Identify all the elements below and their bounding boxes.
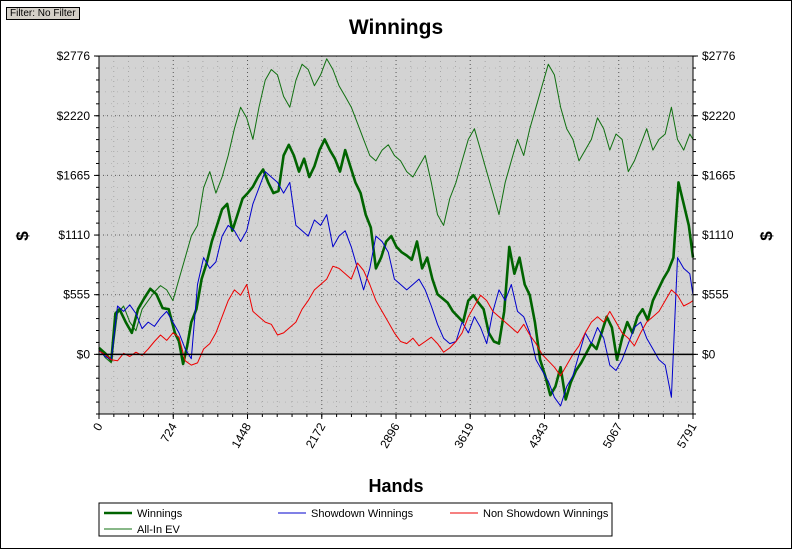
legend-label: Winnings (137, 508, 183, 520)
y-axis-title-right: $ (757, 231, 776, 241)
y-tick-label-right: $555 (702, 288, 729, 302)
legend-label: All-In EV (137, 524, 180, 536)
y-tick-label-left: $555 (63, 288, 90, 302)
y-tick-label-left: $0 (77, 347, 91, 361)
y-tick-label-left: $2776 (57, 49, 91, 63)
legend-label: Showdown Winnings (311, 508, 414, 520)
y-tick-label-right: $2220 (702, 109, 736, 123)
x-axis-title: Hands (368, 476, 423, 496)
series-line-3 (98, 58, 694, 364)
x-tick-label: 4343 (526, 420, 552, 450)
x-tick-label: 2896 (377, 420, 403, 450)
x-tick-label: 5067 (600, 420, 626, 450)
y-tick-label-right: $0 (702, 347, 716, 361)
series-line-0 (98, 138, 695, 401)
x-tick-label: 724 (158, 420, 180, 445)
chart-title: Winnings (349, 16, 443, 39)
y-tick-label-left: $2220 (57, 109, 91, 123)
legend-box (98, 502, 613, 537)
filter-button[interactable]: Filter: No Filter (6, 7, 80, 20)
x-tick-label: 5791 (674, 420, 700, 450)
x-tick-label: 2172 (303, 420, 329, 450)
x-tick-label: 1448 (229, 420, 255, 450)
x-tick-label: 0 (90, 420, 106, 433)
legend: Winnings Showdown Winnings Non Showdown Wi… (98, 502, 613, 537)
legend-label: Non Showdown Winnings (483, 508, 609, 520)
y-axis-title-left: $ (13, 231, 32, 241)
y-tick-label-left: $1110 (58, 228, 90, 242)
series-line-1 (98, 171, 694, 407)
y-tick-label-right: $1665 (702, 168, 736, 182)
y-tick-label-right: $1110 (702, 228, 734, 242)
y-tick-label-left: $1665 (57, 168, 91, 182)
y-tick-label-right: $2776 (702, 49, 736, 63)
series-lines (98, 58, 695, 407)
series-line-2 (98, 262, 694, 377)
x-tick-label: 3619 (451, 420, 477, 450)
